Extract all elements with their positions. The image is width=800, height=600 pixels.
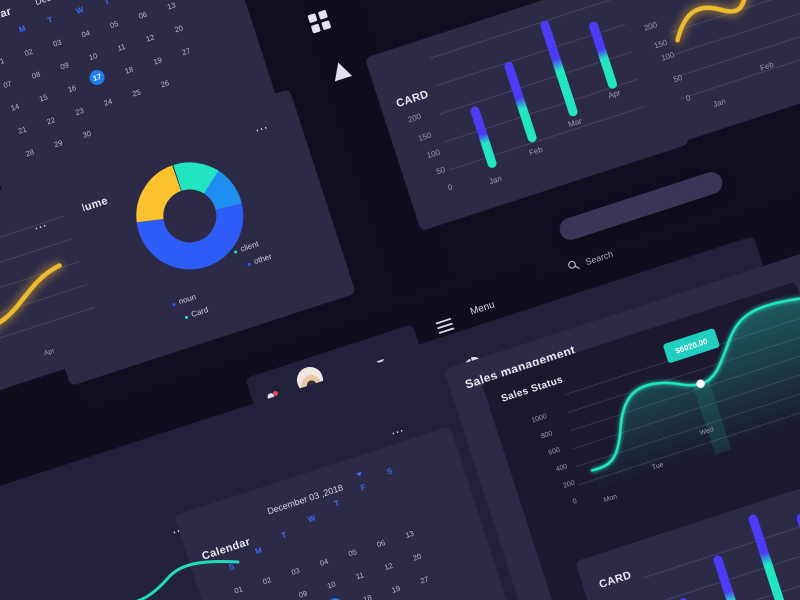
calendar-day[interactable]: 05 — [347, 547, 358, 559]
y-tick: 50 — [435, 164, 447, 177]
y-tick: 200 — [406, 111, 423, 125]
calendar-day[interactable]: 20 — [173, 23, 185, 35]
calendar-day[interactable]: 22 — [45, 115, 57, 127]
legend-label-noun: noun — [177, 292, 198, 307]
calendar-day[interactable]: 26 — [159, 78, 171, 90]
bar-mar[interactable] — [747, 513, 787, 600]
calendar-weekday: T — [46, 15, 54, 26]
calendar-day[interactable]: 15 — [38, 92, 49, 104]
play-icon[interactable] — [327, 57, 355, 85]
y-tick: 100 — [425, 147, 442, 161]
calendar-day-selected[interactable]: 17 — [325, 596, 345, 600]
calendar-day[interactable]: 30 — [81, 128, 93, 140]
bottom-panel-menu[interactable]: ⋯ — [388, 422, 407, 441]
calendar-day[interactable]: 28 — [24, 147, 36, 159]
trend-card-topright: 200 150 100 50 0 Jan Feb Mar — [616, 0, 800, 144]
calendar-day[interactable]: 02 — [23, 46, 35, 58]
calendar-day[interactable]: 11 — [354, 570, 365, 582]
y-tick: 150 — [417, 130, 433, 144]
calendar-day[interactable]: 03 — [290, 565, 301, 578]
search-icon — [567, 259, 581, 273]
sales-status-card: Sales Status 1000 800 600 400 200 0 — [481, 281, 800, 600]
calendar-day[interactable]: 06 — [137, 9, 149, 21]
stock-volume-card: Stock Volume noun Card client other — [4, 88, 356, 387]
calendar-day[interactable]: 07 — [2, 78, 13, 91]
legend-label-other: other — [252, 251, 273, 267]
calendar-weekday: M — [17, 23, 27, 35]
calendar-day[interactable]: 27 — [180, 46, 192, 58]
calendar-day[interactable]: 16 — [66, 83, 78, 95]
calendar-day[interactable]: 09 — [59, 60, 70, 72]
calendar-weekday: T — [333, 498, 341, 509]
grid-icon[interactable] — [307, 9, 332, 34]
bar-feb[interactable] — [503, 60, 538, 144]
notification-badge — [273, 391, 278, 396]
calendar-day[interactable]: 12 — [144, 32, 156, 44]
calendar-day[interactable]: 27 — [419, 574, 430, 586]
hamburger-icon[interactable] — [435, 318, 455, 334]
calendar-day[interactable]: 10 — [87, 51, 99, 63]
calendar-day[interactable]: 21 — [17, 124, 28, 136]
bar-mar[interactable] — [539, 19, 579, 118]
calendar-day[interactable]: 13 — [165, 0, 177, 12]
calendar-day[interactable]: 11 — [116, 41, 127, 53]
calendar-day[interactable]: 10 — [326, 579, 337, 591]
calendar-day[interactable]: 06 — [375, 538, 387, 550]
calendar-weekday: F — [359, 482, 367, 493]
x-tick: Apr — [607, 87, 622, 101]
legend-dot-other — [247, 262, 252, 267]
calendar-day[interactable]: 09 — [297, 588, 309, 600]
y-tick: 0 — [446, 182, 454, 193]
calendar-day[interactable]: 18 — [123, 64, 135, 76]
stock-volume-menu[interactable]: ⋯ — [252, 119, 271, 138]
donut-chart — [122, 148, 258, 284]
calendar-day[interactable]: 12 — [383, 560, 394, 573]
trend-card-left: Feb Mar Apr — [0, 167, 129, 423]
teal-accent-line — [135, 560, 240, 600]
calendar-day[interactable]: 19 — [152, 55, 163, 67]
card-chart-title: CARD — [394, 88, 431, 111]
calendar-title: Calendar — [0, 5, 14, 33]
chevron-down-icon[interactable] — [356, 471, 363, 478]
trend-card-left-menu[interactable]: ⋯ — [31, 217, 50, 236]
calendar-day[interactable]: 19 — [390, 583, 402, 595]
calendar-weekday: M — [253, 545, 264, 557]
legend-dot-card — [184, 315, 189, 320]
calendar-weekday: W — [74, 5, 85, 16]
calendar-day[interactable]: 02 — [261, 575, 273, 587]
calendar-title: Calendar — [200, 535, 253, 563]
bar-jan[interactable] — [469, 105, 498, 170]
calendar-day[interactable]: 01 — [0, 56, 6, 68]
calendar-day[interactable]: 20 — [411, 551, 423, 563]
calendar-day[interactable]: 13 — [404, 528, 416, 540]
calendar-day[interactable]: 04 — [80, 28, 92, 40]
calendar-day[interactable]: 08 — [30, 69, 42, 81]
calendar-weekday: S — [385, 466, 394, 477]
calendar-day[interactable]: 04 — [318, 556, 330, 568]
calendar-day[interactable]: 24 — [102, 96, 114, 108]
card-chart-title: CARD — [597, 569, 634, 591]
calendar-day-selected[interactable]: 17 — [87, 67, 107, 87]
x-tick: Feb — [527, 144, 544, 158]
bar-apr[interactable] — [795, 512, 800, 584]
calendar-day[interactable]: 25 — [131, 87, 142, 99]
calendar-day[interactable]: 29 — [52, 138, 64, 150]
calendar-weekday: T — [103, 0, 111, 7]
legend-dot-noun — [172, 302, 176, 307]
calendar-month-label[interactable]: December 03 ,2018 — [34, 0, 112, 7]
calendar-day[interactable]: 05 — [108, 18, 120, 31]
bar-feb[interactable] — [712, 554, 747, 600]
legend-label-card: Card — [190, 305, 210, 320]
calendar-weekday: T — [280, 530, 288, 541]
calendar-weekday: W — [306, 513, 317, 525]
calendar-day[interactable]: 18 — [362, 592, 373, 600]
x-tick: Jan — [487, 173, 503, 187]
calendar-day[interactable]: 14 — [9, 101, 21, 113]
calendar-day[interactable]: 03 — [51, 37, 63, 49]
calendar-day[interactable]: 23 — [74, 105, 85, 118]
